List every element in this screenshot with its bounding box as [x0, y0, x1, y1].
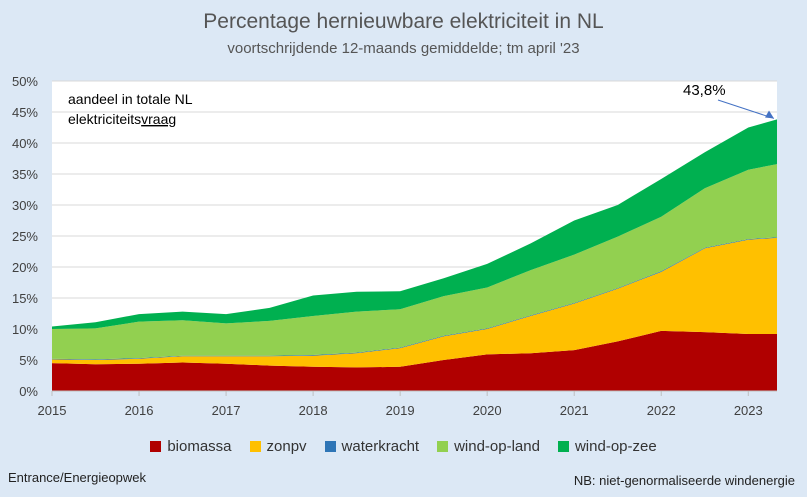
x-tick-label: 2020: [473, 403, 502, 418]
legend-item-zonpv: zonpv: [249, 438, 307, 455]
area-wind-op-zee: [52, 119, 777, 330]
y-tick-label: 10%: [12, 322, 38, 337]
inner-label-line-1: aandeel in totale NL: [68, 91, 193, 107]
x-tick-label: 2017: [212, 403, 241, 418]
y-tick-label: 30%: [12, 198, 38, 213]
source-label: Entrance/Energieopwek: [8, 470, 147, 485]
area-zonpv: [52, 237, 777, 368]
x-tick-label: 2018: [299, 403, 328, 418]
area-biomassa: [52, 330, 777, 391]
y-tick-label: 50%: [12, 74, 38, 89]
annotation-arrow: [717, 99, 775, 119]
legend-swatch-zonpv: [249, 441, 261, 452]
y-tick-label: 5%: [19, 353, 38, 368]
chart-subtitle: voortschrijdende 12-maands gemiddelde; t…: [227, 40, 580, 57]
y-tick-label: 40%: [12, 136, 38, 151]
legend-label-wind-op-land: wind-op-land: [454, 438, 540, 455]
y-tick-label: 25%: [12, 229, 38, 244]
legend-item-waterkracht: waterkracht: [324, 438, 420, 455]
legend-swatch-wind-op-zee: [557, 441, 569, 452]
area-wind-op-land: [52, 164, 777, 360]
annotation-label: 43,8%: [683, 82, 726, 99]
annotation-arrow-head: [765, 110, 774, 119]
legend-swatch-biomassa: [150, 441, 162, 452]
y-tick-label: 15%: [12, 291, 38, 306]
legend-item-wind-op-zee: wind-op-zee: [557, 438, 657, 455]
legend-swatch-waterkracht: [324, 441, 336, 452]
x-tick-label: 2021: [560, 403, 589, 418]
note-label: NB: niet-genormaliseerde windenergie: [573, 473, 795, 488]
inner-label-line-2: elektriciteitsvraag: [68, 111, 176, 127]
legend-swatch-wind-op-land: [437, 441, 449, 452]
x-tick-label: 2016: [125, 403, 154, 418]
x-tick-label: 2015: [38, 403, 67, 418]
legend-label-wind-op-zee: wind-op-zee: [574, 438, 657, 455]
chart-title: Percentage hernieuwbare elektriciteit in…: [203, 10, 604, 33]
x-tick-label: 2019: [386, 403, 415, 418]
legend-item-biomassa: biomassa: [150, 438, 232, 455]
legend-label-biomassa: biomassa: [167, 438, 232, 455]
y-tick-label: 35%: [12, 167, 38, 182]
y-tick-label: 45%: [12, 105, 38, 120]
y-tick-label: 20%: [12, 260, 38, 275]
legend-item-wind-op-land: wind-op-land: [437, 438, 540, 455]
legend-label-zonpv: zonpv: [266, 438, 307, 455]
legend: biomassa zonpv waterkracht wind-op-land …: [0, 438, 807, 455]
legend-label-waterkracht: waterkracht: [341, 438, 420, 455]
y-tick-label: 0%: [19, 384, 38, 399]
x-tick-label: 2023: [734, 403, 763, 418]
x-tick-label: 2022: [647, 403, 676, 418]
